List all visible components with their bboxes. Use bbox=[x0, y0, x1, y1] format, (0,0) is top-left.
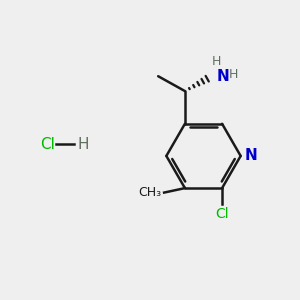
Text: H: H bbox=[77, 136, 89, 152]
Text: CH₃: CH₃ bbox=[139, 186, 162, 199]
Text: H: H bbox=[229, 68, 238, 81]
Text: Cl: Cl bbox=[215, 207, 229, 221]
Text: N: N bbox=[216, 69, 229, 84]
Text: N: N bbox=[244, 148, 257, 164]
Text: Cl: Cl bbox=[40, 136, 55, 152]
Text: H: H bbox=[212, 55, 221, 68]
